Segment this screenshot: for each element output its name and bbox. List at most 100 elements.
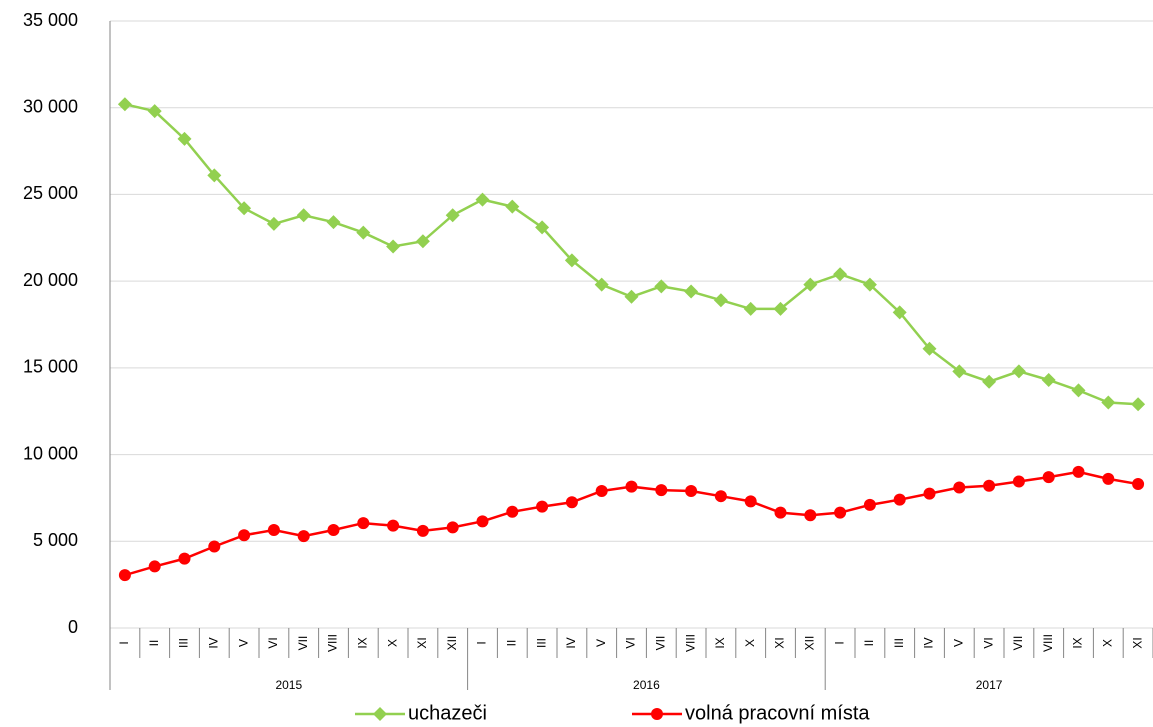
point bbox=[357, 517, 370, 530]
x-tick-label: XII bbox=[802, 636, 816, 651]
point bbox=[893, 493, 906, 506]
point bbox=[1131, 397, 1146, 412]
x-tick-label: VIII bbox=[326, 634, 340, 652]
point bbox=[834, 506, 847, 519]
point bbox=[773, 301, 788, 316]
point bbox=[983, 479, 996, 492]
series-line bbox=[124, 103, 1139, 406]
y-tick-label: 0 bbox=[68, 617, 78, 637]
legend-marker bbox=[373, 707, 387, 721]
point bbox=[178, 552, 191, 565]
x-tick-label: I bbox=[832, 641, 846, 644]
x-tick-label: III bbox=[534, 638, 548, 648]
y-tick-label: 25 000 bbox=[23, 183, 78, 203]
x-tick-label: XI bbox=[1130, 637, 1144, 648]
legend-label: volná pracovní místa bbox=[685, 702, 870, 724]
point bbox=[922, 341, 937, 356]
x-tick-label: III bbox=[177, 638, 191, 648]
point bbox=[387, 519, 400, 532]
x-tick-label: IV bbox=[922, 637, 936, 648]
point bbox=[386, 239, 401, 254]
x-tick-label: IV bbox=[206, 637, 220, 648]
point bbox=[505, 199, 520, 214]
point bbox=[743, 301, 758, 316]
point bbox=[624, 289, 639, 304]
point bbox=[655, 484, 668, 497]
x-tick-label: VI bbox=[981, 637, 995, 648]
x-tick-label: IX bbox=[1071, 637, 1085, 648]
point bbox=[684, 284, 699, 299]
point bbox=[475, 192, 490, 207]
point bbox=[238, 529, 251, 542]
point bbox=[446, 521, 459, 534]
x-tick-label: VII bbox=[653, 636, 667, 651]
x-tick-label: I bbox=[475, 641, 489, 644]
point bbox=[476, 515, 489, 528]
x-tick-label: IV bbox=[564, 637, 578, 648]
y-tick-label: 10 000 bbox=[23, 443, 78, 463]
point bbox=[685, 484, 698, 497]
x-group-label: 2017 bbox=[976, 678, 1003, 692]
point bbox=[982, 374, 997, 389]
point bbox=[1011, 364, 1026, 379]
point bbox=[863, 498, 876, 511]
x-tick-label: V bbox=[236, 639, 250, 647]
point bbox=[356, 225, 371, 240]
x-tick-label: X bbox=[1100, 639, 1114, 647]
point bbox=[1102, 472, 1115, 485]
point bbox=[1132, 478, 1145, 491]
x-tick-label: II bbox=[862, 640, 876, 647]
point bbox=[506, 505, 519, 518]
point bbox=[953, 481, 966, 494]
point bbox=[267, 524, 280, 537]
point bbox=[862, 277, 877, 292]
point bbox=[1041, 372, 1056, 387]
point bbox=[148, 560, 161, 573]
y-tick-label: 5 000 bbox=[33, 530, 78, 550]
point bbox=[297, 530, 310, 543]
x-tick-label: III bbox=[892, 638, 906, 648]
point bbox=[445, 208, 460, 223]
point bbox=[595, 484, 608, 497]
x-tick-label: XI bbox=[415, 637, 429, 648]
x-tick-label: X bbox=[385, 639, 399, 647]
point bbox=[117, 97, 132, 112]
point bbox=[536, 500, 549, 513]
point bbox=[237, 201, 252, 216]
point bbox=[208, 540, 221, 553]
point bbox=[207, 168, 222, 183]
x-tick-label: V bbox=[594, 639, 608, 647]
point bbox=[147, 104, 162, 119]
x-tick-label: VI bbox=[624, 637, 638, 648]
point bbox=[1042, 471, 1055, 484]
y-tick-label: 30 000 bbox=[23, 96, 78, 116]
x-tick-label: XII bbox=[445, 636, 459, 651]
x-tick-label: VI bbox=[266, 637, 280, 648]
x-group-label: 2015 bbox=[275, 678, 302, 692]
point bbox=[1071, 383, 1086, 398]
point bbox=[565, 496, 578, 509]
point bbox=[833, 267, 848, 282]
x-tick-label: IX bbox=[713, 637, 727, 648]
point bbox=[177, 131, 192, 146]
x-tick-label: II bbox=[147, 640, 161, 647]
legend-marker bbox=[651, 708, 663, 720]
y-tick-label: 20 000 bbox=[23, 270, 78, 290]
point bbox=[416, 524, 429, 537]
x-tick-label: II bbox=[504, 640, 518, 647]
point bbox=[327, 524, 340, 537]
point bbox=[1072, 465, 1085, 478]
point bbox=[1101, 395, 1116, 410]
y-tick-label: 35 000 bbox=[23, 10, 78, 30]
point bbox=[625, 480, 638, 493]
point bbox=[564, 253, 579, 268]
point bbox=[266, 216, 281, 231]
point bbox=[892, 305, 907, 320]
point bbox=[654, 279, 669, 294]
point bbox=[296, 208, 311, 223]
point bbox=[952, 364, 967, 379]
point bbox=[535, 220, 550, 235]
point bbox=[714, 490, 727, 503]
x-tick-label: X bbox=[743, 639, 757, 647]
